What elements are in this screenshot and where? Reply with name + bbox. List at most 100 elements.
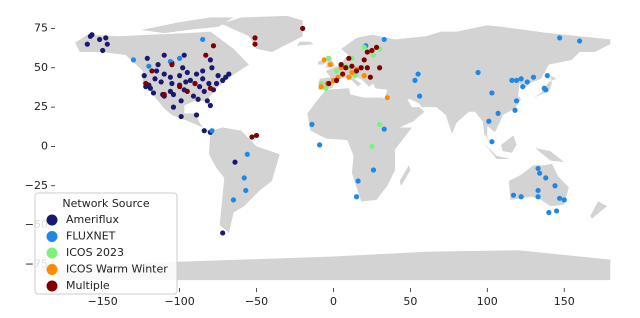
point	[177, 55, 183, 61]
point	[152, 76, 158, 82]
point	[367, 74, 373, 80]
point	[361, 57, 367, 63]
point	[220, 230, 226, 236]
legend-title: Network Source	[62, 197, 149, 210]
y-tick-label: 75	[34, 21, 48, 34]
point	[381, 126, 387, 132]
point	[327, 62, 333, 68]
point	[326, 80, 332, 87]
point	[553, 208, 560, 214]
point	[381, 36, 387, 43]
iceland	[296, 41, 314, 46]
legend-label: ICOS Warm Winter	[66, 263, 168, 276]
point	[369, 143, 375, 150]
point	[149, 68, 155, 74]
point	[190, 93, 197, 99]
point	[207, 57, 213, 63]
point	[321, 57, 327, 63]
legend-label: ICOS 2023	[66, 246, 124, 259]
point	[361, 44, 367, 50]
point	[178, 113, 184, 120]
japan	[533, 75, 557, 98]
point	[161, 52, 167, 58]
legend-marker	[46, 231, 58, 242]
point	[353, 68, 360, 74]
madagascar	[399, 165, 411, 186]
point	[535, 165, 541, 172]
point	[144, 55, 150, 61]
point	[147, 85, 153, 91]
x-tick-label: −50	[245, 295, 268, 308]
eurasia	[318, 25, 611, 145]
point	[349, 63, 355, 69]
point	[143, 80, 149, 87]
y-tick-label: 25	[34, 100, 48, 113]
point	[97, 36, 103, 43]
point	[201, 128, 207, 134]
point	[546, 209, 552, 216]
point	[146, 63, 152, 69]
point	[509, 77, 515, 83]
point	[535, 187, 541, 194]
point	[513, 98, 520, 104]
legend-label: Multiple	[66, 279, 110, 292]
x-tick-label: 50	[403, 295, 417, 308]
point	[524, 79, 530, 85]
point	[333, 77, 340, 83]
point	[317, 142, 323, 148]
point	[155, 62, 161, 68]
point	[193, 112, 200, 118]
y-tick-label: 50	[34, 61, 48, 74]
point	[518, 76, 524, 82]
point	[204, 98, 210, 104]
point	[338, 62, 344, 68]
point	[577, 38, 583, 44]
point	[518, 194, 524, 200]
point	[377, 121, 383, 128]
point	[370, 167, 377, 173]
legend: Network Source Ameriflux FLUXNET ICOS 2023…	[34, 192, 178, 295]
point	[384, 95, 390, 101]
x-tick-label: −100	[165, 295, 195, 308]
point	[249, 134, 255, 140]
point	[346, 55, 352, 61]
point	[340, 71, 346, 77]
point	[213, 80, 220, 87]
point	[177, 73, 183, 79]
point	[170, 104, 177, 110]
legend-label: FLUXNET	[66, 230, 116, 243]
point	[184, 69, 190, 76]
x-tick-label: −150	[88, 295, 118, 308]
point	[87, 33, 93, 39]
point	[343, 65, 349, 71]
point	[561, 197, 567, 203]
point	[495, 110, 501, 116]
point	[84, 41, 90, 47]
legend-label: Ameriflux	[66, 213, 119, 226]
point	[203, 52, 209, 58]
point	[512, 107, 518, 113]
point	[552, 183, 558, 189]
point	[150, 90, 157, 96]
point	[486, 118, 492, 124]
point	[153, 68, 160, 74]
point	[161, 91, 167, 98]
point	[210, 43, 217, 49]
point	[181, 52, 187, 58]
point	[197, 84, 203, 90]
x-tick-label: 150	[554, 295, 575, 308]
legend-marker	[46, 247, 58, 259]
point	[358, 65, 364, 71]
point	[355, 178, 361, 184]
point	[252, 41, 258, 47]
point	[513, 77, 520, 83]
point	[318, 84, 324, 90]
point	[323, 85, 329, 91]
point	[309, 121, 315, 128]
africa	[307, 88, 412, 202]
point	[193, 71, 200, 77]
point	[200, 68, 206, 74]
point	[184, 88, 190, 94]
